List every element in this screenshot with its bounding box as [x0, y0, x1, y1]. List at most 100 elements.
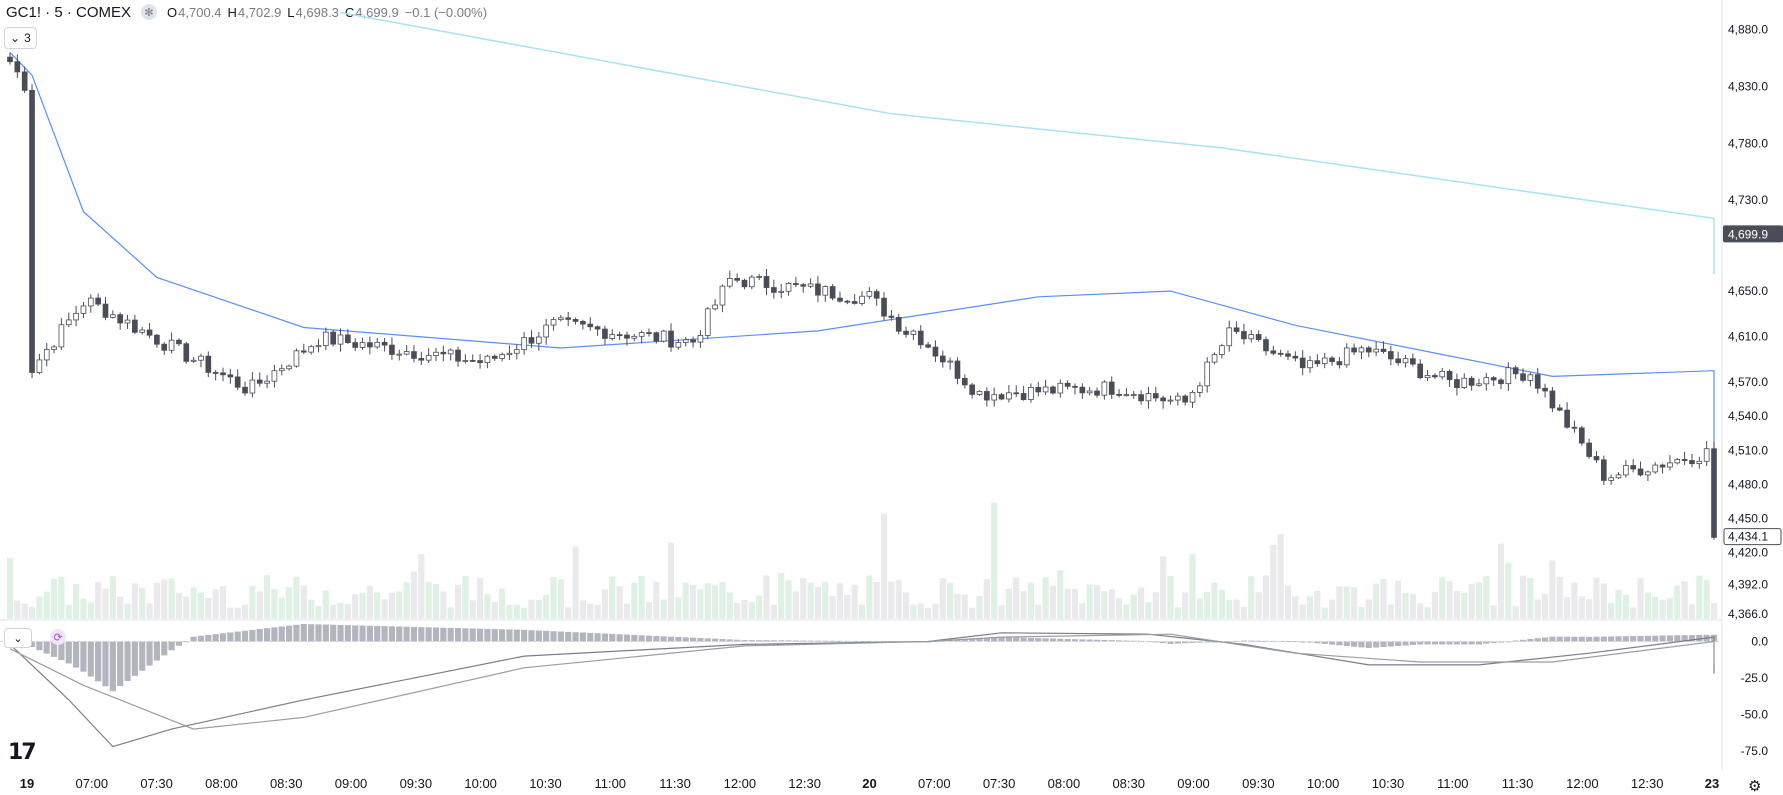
- macd-histogram-bar: [961, 639, 968, 642]
- ma-slow-line: [340, 11, 1715, 275]
- macd-histogram-bar: [1674, 635, 1681, 642]
- macd-histogram-bar: [976, 638, 983, 642]
- candle-body: [345, 334, 351, 344]
- volume-bar: [1196, 598, 1203, 619]
- macd-histogram-bar: [998, 637, 1005, 642]
- macd-histogram-bar: [638, 635, 645, 642]
- macd-histogram-bar: [557, 631, 564, 642]
- macd-histogram-bar: [1020, 637, 1027, 642]
- volume-bar: [895, 580, 902, 619]
- volume-bar: [1439, 577, 1446, 619]
- volume-bar: [763, 575, 770, 619]
- candle-body: [1696, 460, 1703, 464]
- volume-bar: [991, 502, 998, 619]
- candle-body: [433, 351, 439, 356]
- refresh-icon[interactable]: ⟳: [50, 629, 66, 645]
- macd-histogram-bar: [1571, 636, 1578, 642]
- macd-histogram-bar: [616, 634, 623, 642]
- open-label: O: [167, 4, 178, 20]
- candle-body: [1446, 370, 1453, 380]
- candle-body: [1006, 392, 1012, 400]
- candle-body: [1182, 395, 1188, 403]
- volume-bar: [1343, 586, 1350, 619]
- gear-icon[interactable]: ✻: [141, 4, 158, 20]
- time-axis-label: 11:00: [594, 776, 626, 791]
- macd-histogram-bar: [579, 632, 586, 642]
- macd-histogram-bar: [109, 641, 116, 692]
- low-label: L: [287, 4, 295, 20]
- candle-body: [756, 276, 762, 278]
- candle-body: [491, 355, 498, 359]
- volume-bar: [1424, 607, 1431, 619]
- time-axis-label: 08:30: [270, 776, 303, 791]
- candle-body: [21, 71, 28, 91]
- candle-body: [14, 61, 21, 73]
- macd-histogram-bar: [704, 638, 711, 642]
- candle-body: [1189, 392, 1196, 403]
- chart-legend: GC1! · 5 · COMEX ✻ O 4,700.4 H 4,702.9 L…: [6, 2, 487, 22]
- candle-body: [660, 330, 667, 342]
- volume-bar: [1453, 591, 1461, 619]
- volume-bar: [454, 584, 462, 619]
- candle-body: [367, 342, 373, 348]
- price-axis-label: 4,780.0: [1728, 136, 1768, 150]
- macd-histogram-bar: [1005, 637, 1012, 642]
- macd-histogram-bar: [1608, 636, 1615, 642]
- macd-histogram-bar: [366, 625, 373, 642]
- macd-histogram-bar: [1064, 638, 1071, 642]
- volume-bar: [543, 594, 550, 619]
- macd-histogram-bar: [168, 641, 175, 651]
- logo[interactable]: 17: [8, 740, 37, 765]
- candle-body: [1219, 345, 1225, 355]
- candle-body: [1072, 385, 1078, 388]
- time-axis-label: 20: [862, 776, 876, 791]
- volume-bar: [1402, 592, 1409, 619]
- volume-bar: [256, 591, 263, 619]
- price-axis-label: 4,480.0: [1728, 477, 1768, 491]
- volume-bar: [1240, 606, 1248, 619]
- candle-body: [1608, 477, 1614, 481]
- last-price-badge: [1723, 225, 1783, 243]
- candle-body: [65, 319, 72, 326]
- price-axis-label: 4,570.0: [1728, 375, 1768, 389]
- candle-body: [227, 374, 234, 378]
- volume-bar: [50, 578, 58, 619]
- volume-bar: [844, 594, 851, 619]
- time-axis-label: 12:00: [724, 776, 757, 791]
- time-axis-label: 11:30: [659, 776, 691, 791]
- candle-body: [1461, 377, 1468, 388]
- macd-histogram-bar: [969, 638, 976, 642]
- volume-bar: [998, 605, 1005, 619]
- macd-histogram-bar: [440, 627, 447, 642]
- volume-bar: [880, 513, 888, 619]
- macd-histogram-bar: [800, 640, 807, 642]
- volume-bar: [1005, 588, 1012, 619]
- candle-body: [1623, 465, 1629, 476]
- symbol-title[interactable]: GC1! · 5 · COMEX: [6, 3, 132, 21]
- volume-bar: [1351, 587, 1358, 619]
- macd-toggle-button[interactable]: ⌄: [4, 628, 32, 648]
- candle-body: [807, 283, 814, 287]
- volume-bar: [462, 576, 469, 619]
- candle-body: [1395, 358, 1401, 364]
- candle-body: [139, 329, 146, 333]
- volume-bar: [616, 585, 623, 619]
- candle-body: [1130, 394, 1137, 396]
- indicators-toggle-button[interactable]: ⌄ 3: [4, 27, 37, 49]
- macd-histogram-bar: [28, 641, 36, 647]
- time-axis-label: 11:30: [1502, 776, 1534, 791]
- candle-body: [440, 351, 447, 355]
- settings-icon[interactable]: ⚙: [1748, 778, 1762, 795]
- time-axis-label: 08:00: [1048, 776, 1081, 791]
- candle-body: [154, 334, 160, 345]
- candle-body: [1050, 386, 1056, 394]
- candle-body: [1211, 354, 1218, 363]
- macd-histogram-bar: [447, 627, 454, 642]
- candle-body: [1233, 327, 1240, 332]
- volume-bar: [197, 592, 205, 619]
- volume-bar: [653, 581, 660, 619]
- candle-body: [1505, 367, 1512, 385]
- price-axis-label: 4,610.0: [1728, 330, 1768, 344]
- macd-histogram-bar: [1622, 636, 1629, 642]
